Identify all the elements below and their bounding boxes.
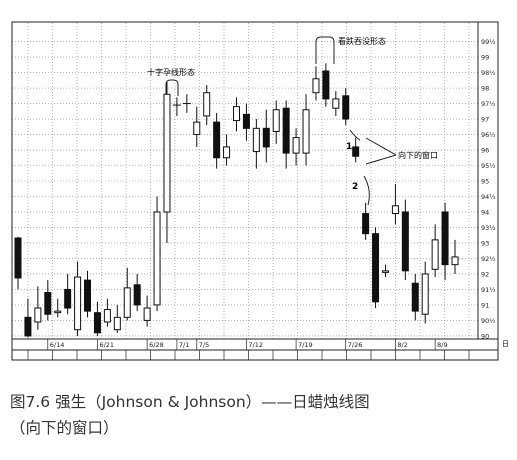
candle-body [242, 113, 250, 129]
annotation: 十字孕线形态 [147, 67, 195, 77]
candle-body [34, 307, 42, 323]
arrow [365, 137, 397, 165]
annotation: 看跌吞没形态 [338, 36, 386, 46]
y-tick-label: 91½ [481, 286, 496, 294]
y-tick-label: 90½ [481, 317, 496, 325]
caption: 图7.6 强生（Johnson & Johnson）——日蜡烛线图 [10, 393, 370, 411]
y-tick-label: 91 [481, 301, 489, 309]
candle-body [431, 239, 439, 270]
x-tick-label: 7/26 [348, 341, 363, 349]
annotation: 1 [346, 142, 352, 152]
y-tick-label: 98½ [481, 69, 496, 77]
chart: 日 十字孕线形态 看跌吞没形态 向下的窗口 1 2 90 90½ 91 91½ 92 92… [11, 21, 509, 361]
frame [11, 21, 499, 361]
x-tick-label: 8/2 [397, 341, 407, 349]
x-tick-label: 7/12 [248, 341, 263, 349]
x-tick-label: 7/5 [199, 341, 209, 349]
y-tick-label: 99 [481, 54, 489, 62]
candle-body [451, 256, 459, 266]
candle-body [292, 137, 300, 154]
candle-body [302, 109, 310, 154]
candle-body [54, 310, 62, 314]
candle-body [24, 316, 32, 337]
candle-body [391, 205, 399, 215]
candle-body [411, 282, 419, 312]
candle-body [372, 233, 380, 303]
y-tick-label: 97½ [481, 100, 496, 108]
y-tick-label: 93½ [481, 224, 496, 232]
annotation: 2 [352, 182, 358, 192]
candle-body [342, 95, 350, 120]
x-tick-label: 7/19 [298, 341, 313, 349]
bracket [165, 79, 179, 96]
candle-body [74, 276, 82, 331]
y-tick-label: 96½ [481, 131, 496, 139]
candle-body [14, 237, 22, 279]
candle-body [312, 78, 320, 94]
candle-body [163, 93, 171, 213]
candle-body [401, 211, 409, 272]
y-tick-label: 97 [481, 116, 489, 124]
y-tick-label: 93 [481, 239, 489, 247]
y-tick-label: 95 [481, 178, 489, 186]
x-tick-label: 7/1 [179, 341, 189, 349]
y-tick-label: 98 [481, 85, 489, 93]
candle-body [133, 284, 141, 306]
x-tick-label: 8/9 [437, 341, 447, 349]
y-tick-label: 95½ [481, 162, 496, 170]
candle-body [84, 279, 92, 312]
candle-body [421, 273, 429, 315]
y-tick-label: 92 [481, 270, 489, 278]
candle-body [272, 109, 280, 132]
x-axis-label: 日 [502, 340, 509, 348]
bracket [315, 36, 335, 64]
candle-body [223, 146, 231, 159]
candle-body [362, 213, 370, 235]
candle-body [193, 121, 201, 136]
candle-body [153, 211, 161, 306]
y-tick-label: 94 [481, 208, 489, 216]
y-tick-label: 96 [481, 147, 489, 155]
x-tick-label: 6/28 [149, 341, 164, 349]
candle-body [44, 292, 52, 315]
candle-body [322, 70, 330, 100]
candle-body [252, 127, 260, 153]
y-tick-label: 94½ [481, 193, 496, 201]
window-curve [363, 175, 370, 206]
candle-body [64, 288, 72, 309]
candle-body [213, 121, 221, 159]
x-tick-label: 6/21 [99, 341, 114, 349]
y-tick-label: 90 [481, 332, 489, 340]
y-tick-label: 99½ [481, 38, 496, 46]
candle-body [352, 146, 360, 157]
candle-body [233, 106, 240, 122]
candle-body [332, 98, 340, 109]
candle-body [441, 211, 449, 266]
candle-body [203, 92, 211, 117]
candle-body [282, 107, 290, 154]
y-tick-label: 92½ [481, 255, 496, 263]
candle-body [103, 309, 111, 323]
candle-body [381, 270, 389, 273]
caption: （向下的窗口） [10, 419, 119, 437]
x-tick-label: 6/14 [50, 341, 65, 349]
window-curve [349, 129, 361, 141]
candle-body [123, 287, 131, 318]
candle-body [143, 307, 151, 321]
annotation: 向下的窗口 [398, 150, 438, 160]
candle-body [262, 127, 270, 148]
candle-body [93, 312, 101, 334]
candle-body [113, 316, 121, 331]
